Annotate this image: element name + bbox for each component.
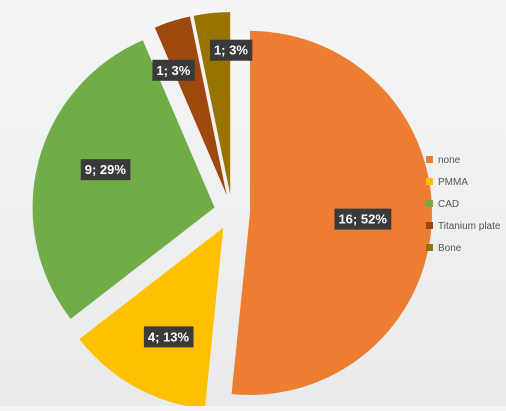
data-label-pmma: 4; 13% xyxy=(143,326,194,348)
pie-data-labels: 16; 52% 4; 13% 9; 29% 1; 3% 1; 3% xyxy=(80,39,392,348)
data-label-bone: 1; 3% xyxy=(209,39,253,61)
svg-text:1; 3%: 1; 3% xyxy=(156,63,190,78)
data-label-titanium-plate: 1; 3% xyxy=(152,59,195,81)
svg-text:9; 29%: 9; 29% xyxy=(85,162,127,177)
legend-label: none xyxy=(438,155,461,166)
legend-entry-bone: Bone xyxy=(426,243,462,254)
legend-swatch xyxy=(426,178,433,185)
legend-label: PMMA xyxy=(438,177,468,188)
data-label-none: 16; 52% xyxy=(334,208,392,230)
legend-swatch xyxy=(426,200,433,207)
pie-slice-pmma xyxy=(79,227,224,409)
legend-label: CAD xyxy=(438,199,459,210)
legend-entry-none: none xyxy=(426,155,461,166)
legend-label: Bone xyxy=(438,243,462,254)
legend-entry-pmma: PMMA xyxy=(426,177,468,188)
legend-swatch xyxy=(426,156,433,163)
legend-entry-cad: CAD xyxy=(426,199,459,210)
legend-label: Titanium plate xyxy=(438,221,501,232)
svg-text:16; 52%: 16; 52% xyxy=(338,212,387,227)
svg-text:4; 13%: 4; 13% xyxy=(148,329,190,344)
svg-text:1; 3%: 1; 3% xyxy=(214,43,248,58)
pie-slice-none xyxy=(231,30,432,395)
legend-entry-titanium-plate: Titanium plate xyxy=(426,221,501,232)
data-label-cad: 9; 29% xyxy=(80,159,131,181)
legend-swatch xyxy=(426,222,433,229)
legend-swatch xyxy=(426,244,433,251)
legend: none PMMA CAD Titanium plate Bone xyxy=(426,155,501,254)
